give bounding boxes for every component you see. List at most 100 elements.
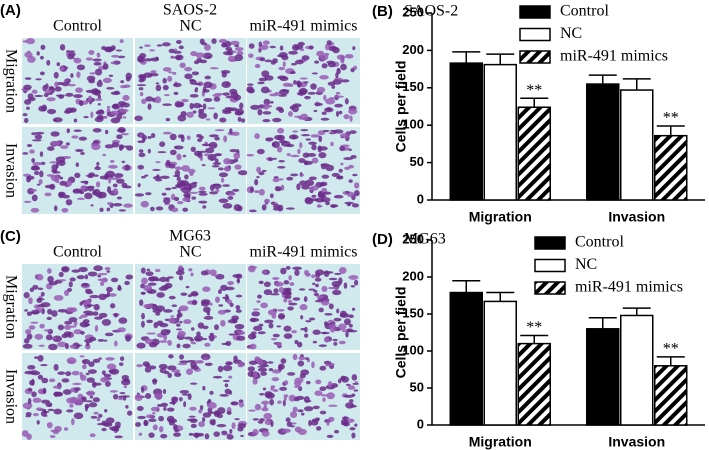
cell bbox=[257, 420, 264, 424]
cell bbox=[264, 418, 273, 426]
cell bbox=[159, 175, 170, 180]
cell bbox=[157, 151, 167, 154]
cell bbox=[326, 434, 334, 439]
cell bbox=[146, 268, 151, 272]
cell bbox=[105, 417, 115, 424]
cell bbox=[40, 291, 45, 297]
cell bbox=[352, 173, 358, 177]
cell bbox=[272, 157, 277, 160]
cell bbox=[271, 377, 280, 382]
cell bbox=[325, 384, 336, 390]
cell bbox=[208, 334, 215, 342]
cell bbox=[313, 109, 318, 113]
cell bbox=[182, 154, 187, 158]
cell bbox=[48, 281, 58, 286]
cell bbox=[68, 317, 78, 323]
cell bbox=[334, 103, 343, 108]
cell bbox=[351, 307, 356, 311]
cell bbox=[263, 281, 271, 288]
cell bbox=[228, 192, 236, 196]
cell bbox=[91, 143, 101, 151]
cell bbox=[23, 291, 30, 299]
cell bbox=[294, 269, 300, 276]
cell bbox=[108, 74, 114, 77]
cell bbox=[279, 386, 288, 391]
cell bbox=[102, 63, 109, 70]
cell bbox=[84, 403, 90, 409]
value-label: ** bbox=[663, 110, 679, 127]
cell bbox=[215, 188, 220, 193]
cell bbox=[317, 146, 328, 151]
cell bbox=[340, 63, 347, 71]
cell bbox=[177, 362, 188, 366]
legend-swatch bbox=[534, 281, 566, 295]
cell bbox=[171, 396, 179, 404]
cell bbox=[269, 45, 276, 49]
cell bbox=[301, 185, 310, 190]
cell bbox=[63, 324, 72, 330]
cell bbox=[256, 176, 260, 179]
cell bbox=[68, 83, 76, 87]
cell bbox=[294, 377, 304, 384]
cell bbox=[333, 429, 340, 434]
cell bbox=[109, 177, 120, 180]
cell bbox=[137, 140, 145, 144]
cell bbox=[350, 67, 355, 73]
cell bbox=[296, 341, 303, 348]
cell bbox=[325, 164, 335, 172]
cell bbox=[234, 164, 242, 170]
cell bbox=[262, 40, 270, 45]
bar bbox=[620, 89, 654, 201]
cell bbox=[277, 165, 286, 169]
cell bbox=[122, 94, 130, 101]
cell bbox=[327, 81, 336, 86]
cell bbox=[229, 88, 238, 95]
cell bbox=[250, 104, 260, 110]
cell bbox=[24, 77, 32, 80]
cell bbox=[72, 189, 81, 194]
cell bbox=[144, 58, 153, 62]
cell bbox=[57, 308, 68, 313]
cell bbox=[78, 136, 88, 141]
cell bbox=[337, 323, 347, 330]
cell bbox=[165, 187, 172, 191]
cell bbox=[140, 267, 146, 274]
cell bbox=[270, 201, 276, 206]
cell bbox=[175, 328, 183, 331]
cell bbox=[110, 91, 121, 95]
cell bbox=[341, 418, 349, 425]
cell bbox=[31, 89, 38, 94]
cell bbox=[78, 190, 83, 194]
cell bbox=[265, 137, 274, 142]
cell bbox=[214, 129, 225, 132]
cell bbox=[258, 280, 264, 285]
cell bbox=[134, 193, 145, 197]
cell bbox=[94, 166, 102, 171]
cell bbox=[327, 61, 337, 68]
cell bbox=[138, 152, 146, 158]
cell bbox=[198, 192, 208, 196]
cell bbox=[328, 97, 336, 100]
cell bbox=[333, 272, 342, 275]
cell bbox=[76, 71, 81, 78]
cell bbox=[121, 160, 126, 164]
cell bbox=[101, 318, 112, 326]
cell bbox=[272, 389, 279, 392]
cell bbox=[354, 279, 359, 286]
cell bbox=[37, 287, 44, 291]
column-header: NC bbox=[179, 244, 201, 261]
cell bbox=[53, 119, 58, 122]
legend-label: Control bbox=[560, 3, 609, 20]
cell bbox=[331, 85, 336, 89]
cell bbox=[234, 110, 243, 116]
cell bbox=[344, 98, 349, 105]
cell bbox=[107, 202, 113, 206]
cell bbox=[139, 74, 147, 82]
cell bbox=[341, 416, 350, 420]
cell bbox=[198, 200, 208, 204]
cell bbox=[73, 118, 78, 123]
cell bbox=[143, 72, 153, 78]
cell bbox=[148, 342, 158, 348]
cell bbox=[220, 284, 228, 291]
cell bbox=[61, 266, 70, 273]
